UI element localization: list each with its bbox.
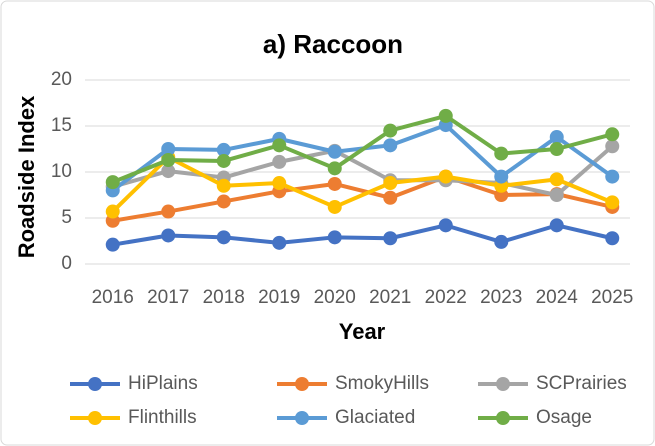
y-tick-label: 5 [61, 207, 72, 228]
data-point [216, 142, 231, 157]
data-point [272, 235, 287, 250]
data-point [605, 139, 620, 154]
data-point [161, 153, 176, 168]
data-point [605, 127, 620, 142]
data-point [383, 123, 398, 138]
data-point [494, 169, 509, 184]
data-point [549, 188, 564, 202]
legend-marker [295, 411, 309, 425]
series-line [112, 144, 614, 197]
x-tick-label: 2019 [258, 287, 300, 308]
x-axis-label: Year [339, 319, 386, 344]
x-tick-label: 2017 [147, 287, 189, 308]
series-line [111, 155, 614, 213]
data-point [105, 204, 120, 219]
series-line [112, 223, 613, 247]
data-point [161, 228, 176, 243]
legend-label: Glaciated [335, 407, 415, 428]
y-tick-label: 0 [61, 253, 72, 274]
x-tick-label: 2018 [203, 287, 245, 308]
data-point [105, 237, 120, 252]
data-point [549, 130, 564, 145]
data-point [438, 218, 453, 233]
data-point [494, 146, 509, 161]
x-tick-label: 2023 [480, 287, 522, 308]
series-line [112, 174, 613, 223]
legend-label: SCPrairies [536, 373, 627, 394]
data-point [549, 142, 564, 156]
y-tick-label: 10 [51, 161, 72, 182]
data-point [383, 190, 398, 205]
data-point [383, 176, 398, 191]
data-point [327, 199, 342, 214]
legend-label: Osage [536, 407, 592, 428]
data-point [327, 230, 342, 245]
data-point [216, 230, 231, 245]
y-axis-label: Roadside Index [14, 95, 39, 258]
legend-label: Flinthills [128, 407, 197, 428]
x-tick-label: 2016 [92, 287, 134, 308]
data-point [549, 218, 564, 233]
data-point [438, 169, 453, 184]
x-tick-label: 2025 [591, 287, 633, 308]
legend-label: HiPlains [128, 373, 198, 394]
data-point [272, 154, 287, 169]
data-point [549, 172, 564, 187]
x-tick-label: 2020 [314, 287, 356, 308]
data-point [161, 164, 176, 179]
data-point [383, 138, 398, 153]
data-point [327, 161, 342, 176]
data-point [216, 194, 231, 209]
x-tick-label: 2021 [369, 287, 411, 308]
data-point [161, 204, 176, 219]
data-point [327, 176, 342, 191]
chart-title: a) Raccoon [263, 29, 403, 59]
legend-marker [88, 411, 102, 425]
x-tick-label: 2022 [425, 287, 467, 308]
data-point [605, 231, 620, 246]
y-tick-label: 20 [51, 69, 72, 90]
data-point [105, 175, 120, 190]
legend-marker [88, 377, 102, 391]
legend-label: SmokyHills [335, 373, 429, 394]
data-point [161, 142, 176, 156]
series-line [112, 113, 613, 184]
legend-marker [496, 377, 510, 391]
legend-marker [496, 411, 510, 425]
data-point [272, 138, 287, 153]
data-point [216, 153, 231, 168]
legend-marker [295, 377, 309, 391]
x-tick-label: 2024 [536, 287, 579, 308]
data-point [216, 178, 231, 193]
data-point [494, 234, 509, 249]
y-tick-label: 15 [51, 115, 72, 136]
data-point [327, 144, 342, 159]
data-point [605, 195, 620, 210]
data-point [438, 108, 453, 123]
data-point [383, 231, 398, 246]
data-point [605, 169, 620, 184]
data-point [272, 176, 287, 191]
